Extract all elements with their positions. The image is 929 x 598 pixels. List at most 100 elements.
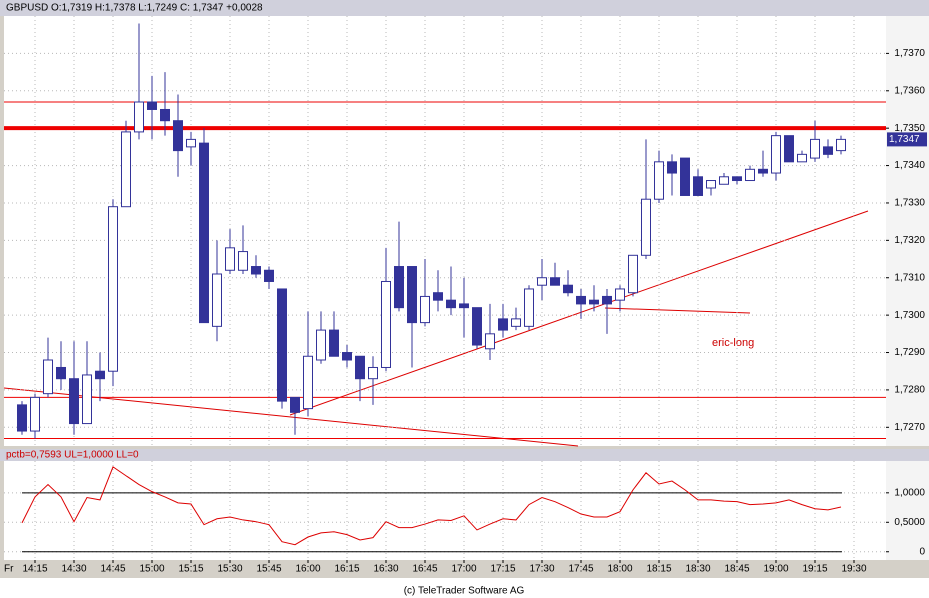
candle-body bbox=[277, 288, 287, 402]
candle-body bbox=[212, 273, 222, 327]
candle-body bbox=[82, 374, 92, 425]
candle-body bbox=[550, 277, 560, 286]
candle-body bbox=[836, 138, 846, 152]
candle-body bbox=[264, 269, 274, 282]
chart-title: GBPUSD O:1,7319 H:1,7378 L:1,7249 C: 1,7… bbox=[6, 3, 263, 14]
x-tick-label: 18:00 bbox=[607, 564, 632, 575]
candle-body bbox=[810, 138, 820, 159]
y-tick-label: 1,7280 bbox=[894, 385, 925, 396]
x-tick-label: 15:45 bbox=[256, 564, 281, 575]
candle-body bbox=[394, 266, 404, 309]
indicator-line bbox=[21, 466, 842, 546]
candle-body bbox=[615, 288, 625, 301]
x-tick-label: 15:15 bbox=[178, 564, 203, 575]
candle-body bbox=[771, 135, 781, 174]
candle-body bbox=[745, 168, 755, 182]
x-tick-label: 18:15 bbox=[646, 564, 671, 575]
candle-body bbox=[290, 396, 300, 413]
y-tick-label: 1,7310 bbox=[894, 272, 925, 283]
candle-body bbox=[524, 288, 534, 327]
candle-body bbox=[680, 157, 690, 196]
candle-body bbox=[420, 295, 430, 324]
x-tick-label: 15:30 bbox=[217, 564, 242, 575]
last-price-box bbox=[887, 132, 927, 147]
candle-body bbox=[784, 135, 794, 163]
x-tick-label: 17:45 bbox=[568, 564, 593, 575]
candle-body bbox=[147, 101, 157, 110]
candle-body bbox=[303, 355, 313, 410]
candle-body bbox=[121, 131, 131, 208]
candle-body bbox=[342, 352, 352, 361]
candle-body bbox=[134, 101, 144, 133]
x-tick-label: 16:00 bbox=[295, 564, 320, 575]
y-tick-label: 1,7330 bbox=[894, 198, 925, 209]
candle-body bbox=[511, 318, 521, 327]
candle-body bbox=[355, 355, 365, 380]
x-tick-label: 14:30 bbox=[61, 564, 86, 575]
y-tick-label: 1,7320 bbox=[894, 235, 925, 246]
candle-body bbox=[251, 266, 261, 275]
candle-body bbox=[589, 299, 599, 305]
y-tick-label: 1,7290 bbox=[894, 347, 925, 358]
candle-body bbox=[667, 161, 677, 174]
candle-body bbox=[173, 120, 183, 152]
candle-body bbox=[160, 108, 170, 122]
candle-body bbox=[225, 247, 235, 271]
x-tick-label: 19:15 bbox=[802, 564, 827, 575]
candle-body bbox=[576, 295, 586, 305]
candle-body bbox=[706, 180, 716, 189]
y-tick-label: 1,0000 bbox=[894, 487, 925, 498]
candle-body bbox=[797, 153, 807, 163]
candle-body bbox=[537, 277, 547, 286]
x-tick-label: 17:15 bbox=[490, 564, 515, 575]
x-tick-label: 15:00 bbox=[139, 564, 164, 575]
x-tick-label: 14:15 bbox=[22, 564, 47, 575]
y-tick-label: 1,7350 bbox=[894, 123, 925, 134]
candle-body bbox=[69, 378, 79, 425]
candle-body bbox=[654, 161, 664, 200]
candle-body bbox=[30, 396, 40, 432]
candle-body bbox=[238, 251, 248, 271]
x-tick-label: 18:30 bbox=[685, 564, 710, 575]
footer: (c) TeleTrader Software AG bbox=[404, 586, 525, 597]
candle-body bbox=[641, 198, 651, 256]
candle-body bbox=[329, 329, 339, 357]
x-tick-label: 19:00 bbox=[763, 564, 788, 575]
y-tick-label: 0 bbox=[919, 546, 925, 557]
x-tick-label: 18:45 bbox=[724, 564, 749, 575]
candle-body bbox=[485, 333, 495, 350]
candle-body bbox=[472, 307, 482, 346]
indicator-axis bbox=[886, 461, 929, 560]
last-price-label: 1,7347 bbox=[889, 134, 920, 145]
candle-body bbox=[108, 206, 118, 372]
annotation: eric-long bbox=[712, 337, 754, 349]
candle-body bbox=[459, 303, 469, 309]
y-tick-label: 1,7300 bbox=[894, 310, 925, 321]
x-tick-label: 16:45 bbox=[412, 564, 437, 575]
y-tick-label: 1,7270 bbox=[894, 422, 925, 433]
trendline bbox=[604, 307, 751, 314]
candle-body bbox=[602, 295, 612, 305]
candle-body bbox=[186, 138, 196, 148]
price-axis bbox=[886, 16, 929, 446]
y-tick-label: 1,7360 bbox=[894, 85, 925, 96]
candle-body bbox=[199, 142, 209, 324]
candle-body bbox=[563, 284, 573, 294]
candle-body bbox=[628, 254, 638, 294]
candle-body bbox=[758, 168, 768, 174]
candle-body bbox=[433, 292, 443, 301]
candle-body bbox=[43, 359, 53, 395]
candle-body bbox=[95, 370, 105, 380]
candle-body bbox=[823, 146, 833, 155]
x-tick-label: 16:15 bbox=[334, 564, 359, 575]
price-plot bbox=[4, 16, 886, 446]
candle-body bbox=[446, 299, 456, 309]
indicator-plot bbox=[4, 461, 886, 560]
candle-body bbox=[56, 366, 66, 380]
header-bar bbox=[0, 0, 929, 16]
y-tick-label: 1,7340 bbox=[894, 160, 925, 171]
x-tick-label: 14:45 bbox=[100, 564, 125, 575]
candle-body bbox=[316, 329, 326, 361]
candle-body bbox=[498, 318, 508, 331]
